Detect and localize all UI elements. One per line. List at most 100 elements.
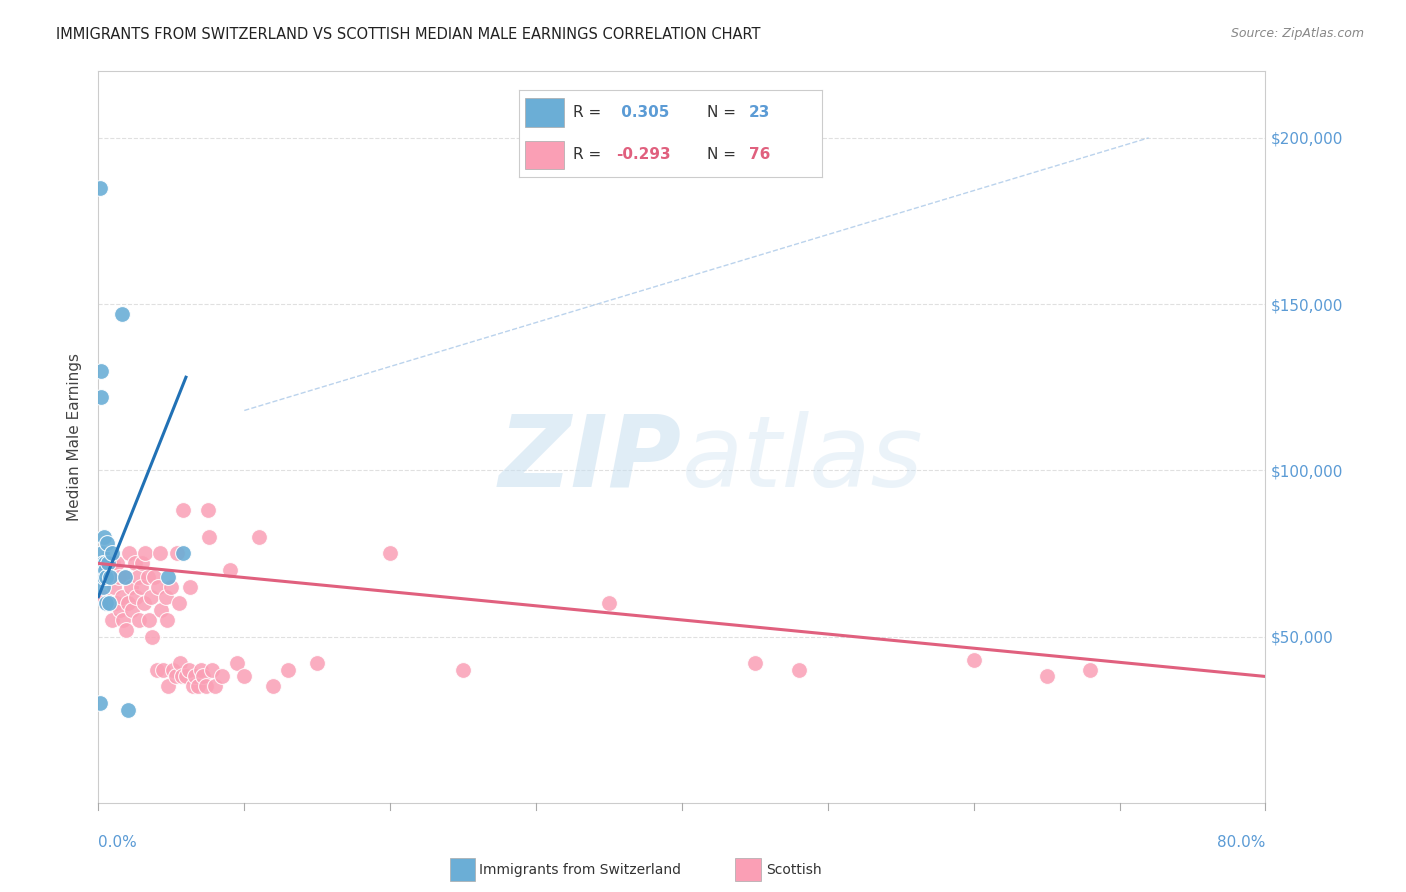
Point: [91, 557, 114, 571]
Point: [233, 669, 256, 683]
Point: [160, 580, 183, 594]
Point: [190, 663, 212, 677]
Point: [177, 663, 200, 677]
Point: [98, 570, 121, 584]
Point: [157, 570, 180, 584]
Point: [114, 570, 136, 584]
Point: [114, 570, 136, 584]
Point: [204, 680, 226, 694]
Point: [193, 669, 215, 683]
Point: [104, 596, 127, 610]
Text: atlas: atlas: [682, 410, 924, 508]
Point: [195, 680, 218, 694]
Point: [117, 703, 139, 717]
Text: ZIP: ZIP: [499, 410, 682, 508]
Point: [139, 590, 162, 604]
Point: [105, 557, 128, 571]
Point: [125, 590, 148, 604]
Point: [962, 653, 984, 667]
Point: [96, 536, 118, 550]
Text: 80.0%: 80.0%: [1218, 836, 1265, 850]
Point: [155, 590, 177, 604]
Point: [91, 546, 114, 560]
Point: [262, 680, 284, 694]
Point: [141, 630, 163, 644]
Point: [247, 530, 270, 544]
Point: [115, 623, 138, 637]
Point: [128, 613, 150, 627]
Point: [162, 663, 184, 677]
Point: [110, 603, 132, 617]
Point: [136, 570, 159, 584]
Point: [111, 590, 134, 604]
Point: [277, 663, 299, 677]
Point: [744, 656, 766, 670]
Point: [146, 663, 169, 677]
Point: [93, 557, 115, 571]
Text: Immigrants from Switzerland: Immigrants from Switzerland: [479, 863, 682, 877]
Point: [131, 557, 153, 571]
Point: [134, 546, 156, 560]
Point: [129, 580, 152, 594]
Point: [117, 596, 139, 610]
Point: [89, 696, 111, 710]
Point: [97, 557, 120, 571]
Point: [150, 603, 173, 617]
Text: IMMIGRANTS FROM SWITZERLAND VS SCOTTISH MEDIAN MALE EARNINGS CORRELATION CHART: IMMIGRANTS FROM SWITZERLAND VS SCOTTISH …: [56, 27, 761, 42]
Point: [218, 563, 240, 577]
Point: [598, 596, 620, 610]
Point: [148, 580, 170, 594]
Point: [197, 503, 219, 517]
Point: [181, 680, 204, 694]
Text: Scottish: Scottish: [766, 863, 823, 877]
Point: [142, 570, 165, 584]
Point: [124, 557, 146, 571]
Point: [98, 570, 121, 584]
Point: [451, 663, 474, 677]
Point: [167, 596, 190, 610]
Point: [211, 669, 233, 683]
Y-axis label: Median Male Earnings: Median Male Earnings: [67, 353, 83, 521]
Point: [101, 557, 124, 571]
Point: [187, 680, 209, 694]
Point: [90, 390, 112, 404]
Point: [96, 596, 118, 610]
Point: [89, 180, 111, 194]
Point: [132, 596, 155, 610]
Point: [152, 663, 174, 677]
Text: Source: ZipAtlas.com: Source: ZipAtlas.com: [1230, 27, 1364, 40]
Point: [149, 546, 172, 560]
Point: [91, 580, 114, 594]
Point: [93, 530, 115, 544]
Point: [172, 503, 194, 517]
Point: [157, 680, 180, 694]
Point: [156, 613, 179, 627]
Point: [100, 613, 122, 627]
Point: [118, 546, 141, 560]
Point: [112, 613, 135, 627]
Point: [1035, 669, 1057, 683]
Point: [111, 307, 134, 321]
Point: [97, 596, 120, 610]
Text: 0.0%: 0.0%: [98, 836, 138, 850]
Point: [787, 663, 810, 677]
Point: [100, 546, 122, 560]
Point: [201, 663, 224, 677]
Point: [93, 590, 115, 604]
Point: [183, 669, 205, 683]
Point: [138, 613, 160, 627]
Point: [127, 570, 149, 584]
Point: [307, 656, 329, 670]
Point: [198, 530, 221, 544]
Point: [166, 546, 188, 560]
Point: [1080, 663, 1102, 677]
Point: [165, 669, 187, 683]
Point: [96, 596, 118, 610]
Point: [103, 580, 125, 594]
Point: [108, 570, 131, 584]
Point: [179, 580, 201, 594]
Point: [90, 363, 112, 377]
Point: [94, 563, 117, 577]
Point: [380, 546, 402, 560]
Point: [94, 570, 117, 584]
